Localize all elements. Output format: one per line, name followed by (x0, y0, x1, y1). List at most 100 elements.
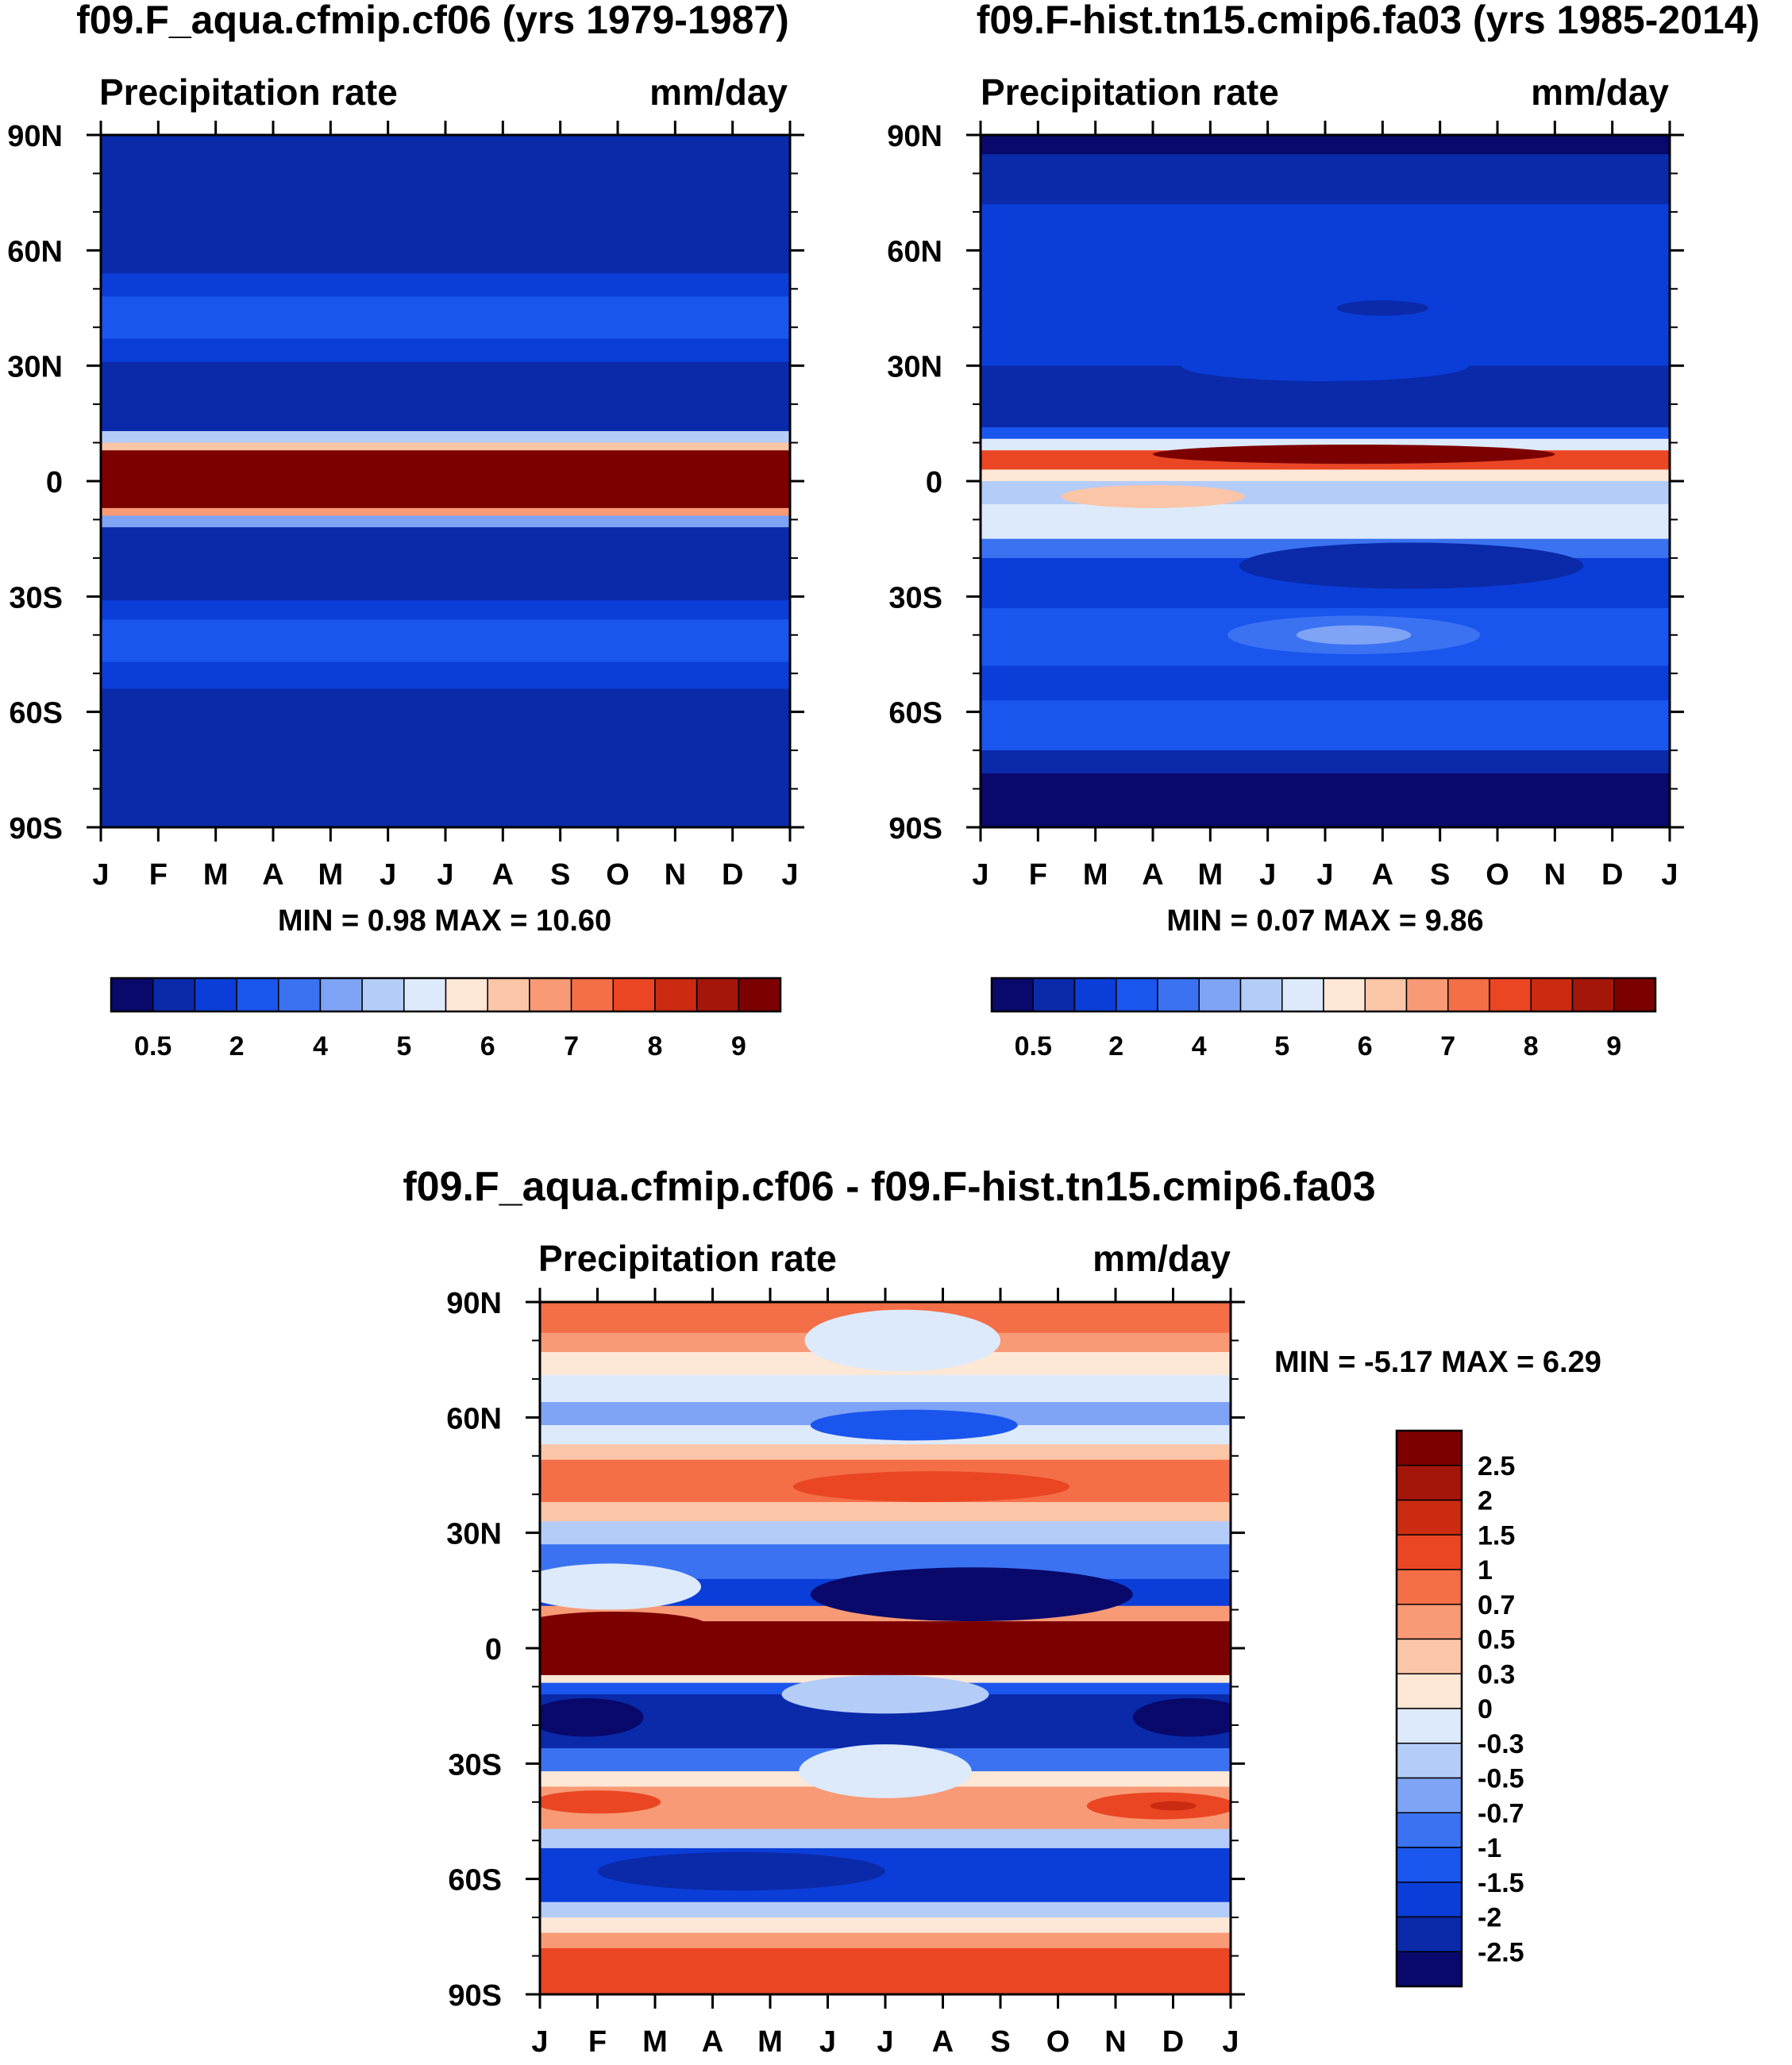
aqua-xtick-label: F (149, 858, 168, 892)
hist-blob-6 (1181, 350, 1469, 382)
diff-ytick-label: 90S (448, 1979, 502, 2013)
diff-blob-7 (1132, 1697, 1231, 1737)
hist-xtick-label: N (1544, 858, 1566, 892)
panel-hist-colorbar: 0.5 2 4 5 6 7 8 9 (990, 977, 1657, 1061)
diff-blob-13 (597, 1851, 885, 1891)
aqua-colorbar-label: 4 (313, 1031, 328, 1061)
diff-xtick-label: D (1162, 2025, 1184, 2059)
aqua-band-0 (101, 135, 790, 274)
hist-colorbar-label: 2 (1108, 1031, 1123, 1061)
diff-blob-10 (540, 1790, 661, 1814)
diff-ytick-label: 30N (446, 1518, 502, 1551)
diff-colorbar-label: -2.5 (1478, 1937, 1524, 1967)
aqua-colorbar-label: 5 (396, 1031, 411, 1061)
aqua-colorbar-label: 6 (480, 1031, 495, 1061)
panel-hist-title: f09.F-hist.tn15.cmip6.fa03 (yrs 1985-201… (977, 0, 1760, 42)
diff-colorbar-box (1396, 1673, 1463, 1709)
aqua-band-6 (101, 442, 790, 451)
diff-band-20 (540, 1828, 1231, 1849)
hist-band-7 (981, 469, 1670, 482)
aqua-colorbar-box (487, 977, 530, 1012)
diff-xtick-label: S (990, 2025, 1010, 2059)
diff-colorbar-label: 0 (1478, 1694, 1493, 1724)
panel-diff-right-label: mm/day (1093, 1238, 1231, 1279)
diff-xtick-label: F (588, 2025, 607, 2059)
aqua-xtick-label: J (437, 858, 453, 892)
diff-colorbar-box (1396, 1569, 1463, 1605)
diff-ytick-label: 60N (446, 1402, 502, 1435)
diff-blob-4 (804, 1309, 1000, 1372)
hist-colorbar-box (1157, 977, 1200, 1012)
hist-band-1 (981, 154, 1670, 205)
diff-colorbar-box (1396, 1465, 1463, 1501)
hist-colorbar-box (1571, 977, 1615, 1012)
diff-xtick-label: A (932, 2025, 954, 2059)
hist-xtick-label: D (1601, 858, 1623, 892)
panel-hist-right-label: mm/day (1531, 71, 1669, 113)
aqua-band-4 (101, 361, 790, 432)
hist-colorbar-box (1447, 977, 1490, 1012)
aqua-colorbar-box (361, 977, 405, 1012)
aqua-colorbar-label: 2 (229, 1031, 245, 1061)
aqua-ytick-label: 60N (7, 235, 63, 268)
aqua-ytick-label: 90S (9, 812, 63, 846)
diff-xtick-label: J (531, 2025, 548, 2059)
aqua-band-2 (101, 296, 790, 340)
panel-diff-left-label: Precipitation rate (538, 1238, 837, 1279)
aqua-band-10 (101, 527, 790, 601)
diff-blob-2 (810, 1567, 1133, 1622)
aqua-colorbar-box (529, 977, 572, 1012)
hist-colorbar-box (1032, 977, 1076, 1012)
hist-ytick-label: 60N (887, 235, 942, 268)
panel-aqua-plot-area (101, 135, 790, 827)
diff-colorbar-box (1396, 1951, 1463, 1987)
hist-blob-2 (1239, 542, 1584, 589)
aqua-colorbar-box (570, 977, 614, 1012)
hist-band-14 (981, 700, 1670, 751)
aqua-ytick-label: 30N (7, 351, 63, 384)
diff-colorbar-label: -1 (1478, 1833, 1501, 1863)
aqua-colorbar-box (319, 977, 363, 1012)
panel-aqua-svg: f09.F_aqua.cfmip.cf06 (yrs 1979-1987) Pr… (7, 0, 804, 1061)
aqua-colorbar-box (110, 977, 154, 1012)
diff-colorbar-label: 2.5 (1478, 1451, 1515, 1481)
aqua-colorbar-box (738, 977, 781, 1012)
aqua-band-1 (101, 273, 790, 298)
aqua-xtick-label: J (92, 858, 109, 892)
hist-band-9 (981, 504, 1670, 540)
hist-colorbar-label: 0.5 (1015, 1031, 1052, 1061)
hist-colorbar-box (1489, 977, 1532, 1012)
diff-colorbar-box (1396, 1882, 1463, 1918)
hist-xtick-label: J (1316, 858, 1333, 892)
panel-hist-minmax: MIN = 0.07 MAX = 9.86 (1166, 904, 1483, 938)
aqua-xtick-label: D (722, 858, 743, 892)
aqua-colorbar-box (194, 977, 237, 1012)
diff-blob-12 (1150, 1801, 1197, 1811)
aqua-colorbar-label: 0.5 (134, 1031, 171, 1061)
aqua-band-7 (101, 450, 790, 509)
panel-hist-svg: f09.F-hist.tn15.cmip6.fa03 (yrs 1985-201… (887, 0, 1760, 1061)
hist-ytick-label: 90N (887, 120, 942, 153)
aqua-band-12 (101, 619, 790, 663)
hist-colorbar-box (1323, 977, 1366, 1012)
hist-xtick-label: J (1661, 858, 1678, 892)
diff-xtick-label: J (1222, 2025, 1239, 2059)
hist-xtick-label: A (1372, 858, 1393, 892)
diff-colorbar-label: 1.5 (1478, 1520, 1515, 1551)
diff-colorbar-box (1396, 1638, 1463, 1674)
diff-colorbar-box (1396, 1708, 1463, 1744)
aqua-xtick-label: O (606, 858, 630, 892)
aqua-xtick-label: J (781, 858, 798, 892)
aqua-ytick-label: 0 (46, 466, 63, 499)
diff-blob-9 (799, 1744, 972, 1798)
hist-ytick-label: 60S (888, 697, 942, 730)
hist-blob-4 (1296, 625, 1412, 645)
diff-xtick-label: J (819, 2025, 836, 2059)
diff-band-22 (540, 1901, 1231, 1918)
panel-hist-plot-area (981, 135, 1670, 827)
aqua-xtick-label: A (492, 858, 514, 892)
hist-xtick-label: S (1430, 858, 1450, 892)
aqua-ytick-label: 60S (9, 697, 63, 730)
diff-ytick-label: 30S (448, 1748, 502, 1782)
